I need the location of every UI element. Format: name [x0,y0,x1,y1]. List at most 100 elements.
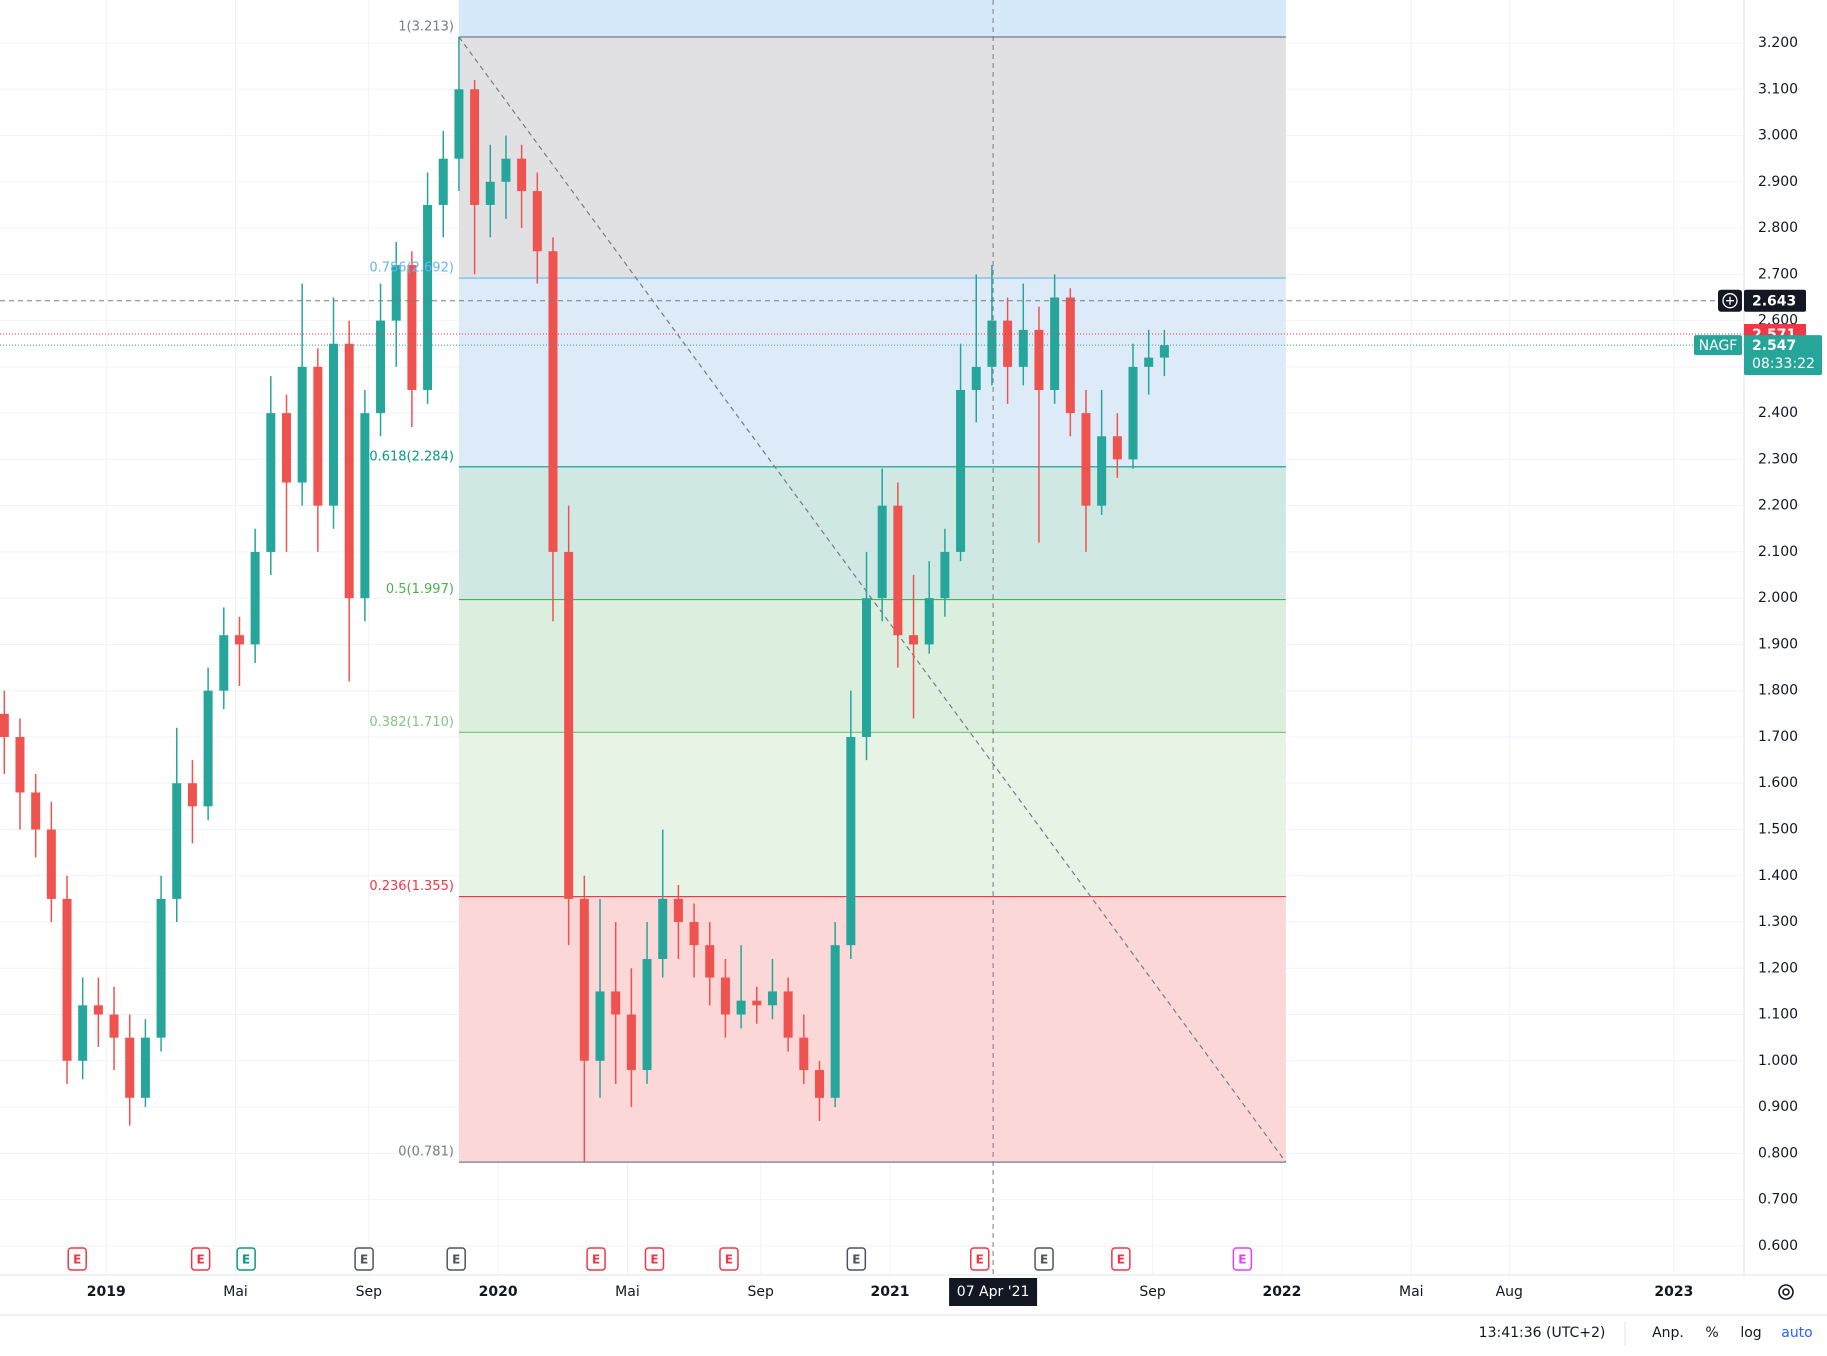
add-alert-icon[interactable] [1722,293,1738,309]
candle-body [877,505,887,599]
settings-icon[interactable] [1778,1284,1794,1300]
candle-body [736,1000,746,1015]
candle-body [125,1037,135,1098]
earnings-label[interactable]: E [725,1253,733,1267]
candle-body [329,343,339,506]
candle-body [234,635,244,645]
clock[interactable]: 13:41:36 (UTC+2) [1479,1325,1606,1341]
earnings-marker[interactable] [586,1247,606,1271]
earnings-label[interactable]: E [650,1253,658,1267]
candle-body [1112,436,1122,460]
earnings-label[interactable]: E [73,1253,81,1267]
earnings-label[interactable]: E [1238,1253,1246,1267]
candle-body [909,635,919,645]
candle-body [250,551,260,645]
earnings-marker[interactable] [236,1247,256,1271]
earnings-label[interactable]: E [197,1253,205,1267]
y-tick-label: 3.200 [1758,35,1798,51]
symbol-label: NAGF [1699,338,1738,354]
x-tick-label: Sep [356,1284,383,1300]
candle-body [595,991,605,1061]
fib-zone [458,37,1286,279]
earnings-marker[interactable] [190,1247,211,1271]
last-price-label: 2.547 [1752,338,1796,354]
candle-body [956,389,966,552]
earnings-marker[interactable] [1034,1247,1054,1271]
plot-area: 1(3.213) 0.786(2.692) 0.618(2.284) 0.5(1.99… [0,0,1744,1275]
y-tick-label: 1.400 [1758,868,1798,884]
candle-body [187,783,197,807]
y-tick-label: 2.000 [1758,590,1798,606]
earnings-label[interactable]: E [1040,1253,1048,1267]
y-tick-label: 1.700 [1758,729,1798,745]
earnings-marker[interactable] [846,1247,867,1271]
candle-body [62,898,72,1061]
candle-body [987,320,997,367]
y-tick-label: 3.000 [1758,128,1798,144]
y-tick-label: 1.000 [1758,1053,1798,1069]
candle-body [281,413,291,483]
earnings-marker[interactable] [1232,1247,1253,1271]
earnings-marker[interactable] [719,1247,739,1271]
candle-body [297,366,307,483]
fib-level-label: 0.236(1.355) [369,879,454,894]
candle-body [109,1014,119,1038]
earnings-marker[interactable] [970,1247,990,1271]
candle-body [1081,413,1091,506]
y-tick-label: 2.900 [1758,174,1798,190]
candle-body [470,89,480,205]
percent-button[interactable]: % [1705,1325,1718,1341]
candle-body [31,792,41,830]
x-tick-label: Mai [615,1284,640,1300]
earnings-label[interactable]: E [852,1253,860,1267]
overlay: E E E E E E E E E E E E E07 Apr '212.5712.54708:33:2… [67,289,1822,1306]
earnings-marker[interactable] [1111,1247,1131,1271]
crosshair-date-label: 07 Apr '21 [957,1284,1030,1300]
candle-body [454,89,464,159]
y-tick-label: 1.900 [1758,636,1798,652]
earnings-label[interactable]: E [1117,1253,1125,1267]
log-button[interactable]: log [1740,1325,1761,1341]
earnings-marker[interactable] [354,1247,374,1271]
fib-level-label: 0.786(2.692) [369,261,454,276]
candle-body [485,181,495,205]
symbol-badge [1694,335,1742,356]
earnings-label[interactable]: E [592,1253,600,1267]
earnings-label[interactable]: E [360,1253,368,1267]
earnings-label[interactable]: E [452,1253,460,1267]
fib-trend-line [458,36,1287,1163]
candle-body [658,898,668,960]
earnings-marker[interactable] [67,1247,87,1271]
candle-body [1065,297,1075,414]
gear-ring [1778,1284,1794,1300]
y-tick-label: 0.800 [1758,1145,1798,1161]
candle-body [1097,436,1107,506]
y-tick-label: 1.100 [1758,1007,1798,1023]
y-tick-label: 0.900 [1758,1099,1798,1115]
candle-body [548,251,558,552]
candle-body [156,898,166,1038]
candle-body [720,977,730,1015]
candle-body [15,736,25,793]
earnings-label[interactable]: E [242,1253,250,1267]
candle-body [0,713,9,737]
x-tick-label: Mai [1399,1284,1424,1300]
auto-button[interactable]: auto [1781,1325,1813,1341]
adjust-button[interactable]: Anp. [1652,1325,1684,1341]
status-bar: 13:41:36 (UTC+2) Anp. % log auto [1479,1325,1813,1341]
candle-body [579,898,589,1061]
fib-zone [458,466,1286,600]
candle-body [1128,366,1138,460]
candle-body [893,505,903,636]
earnings-marker[interactable] [644,1247,665,1271]
y-tick-label: 0.600 [1758,1238,1798,1254]
earnings-marker[interactable] [446,1247,466,1271]
x-tick-label: Sep [748,1284,775,1300]
candle-body [360,413,370,599]
candle-body [689,922,699,946]
candle-body [799,1037,809,1071]
earnings-label[interactable]: E [976,1253,984,1267]
candle-body [1144,357,1154,367]
crosshair-price-badge [1744,289,1806,312]
